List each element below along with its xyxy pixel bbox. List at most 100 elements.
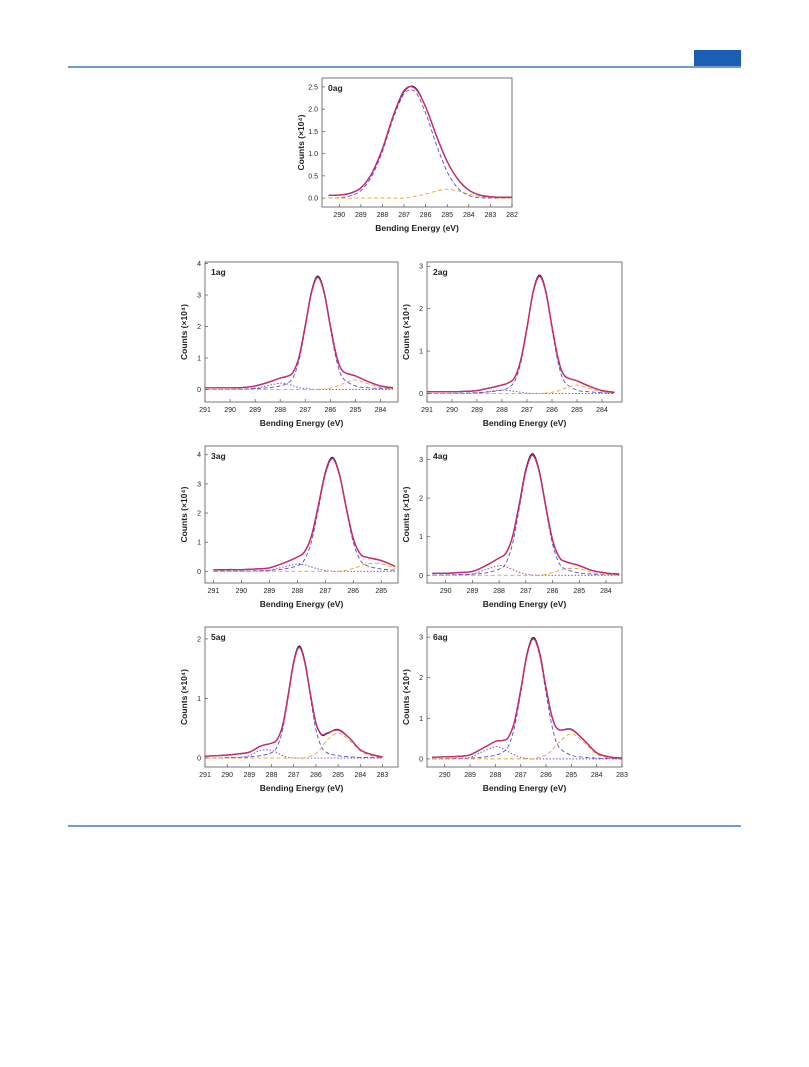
x-tick-label: 287 (288, 772, 300, 779)
series-line (432, 565, 620, 576)
x-tick-label: 291 (199, 407, 211, 414)
plot-frame (426, 445, 623, 584)
y-tick-label: 3 (419, 264, 423, 271)
x-tick-label: 286 (547, 588, 559, 595)
y-tick-label: 3 (197, 293, 201, 300)
x-tick-label: 285 (350, 407, 362, 414)
xps-chart: 2ag 291 290 289 288 287 286 285 284 0 1 2 3 Bending E… (401, 261, 623, 428)
y-tick-label: 1 (419, 349, 423, 356)
xps-chart: 4ag 290 289 288 287 286 285 284 0 1 2 3 Bending Ener… (401, 445, 623, 609)
series-line (432, 454, 620, 575)
y-tick-label: 0 (419, 391, 423, 398)
series-line (432, 567, 620, 576)
figure: 0ag 290 289 288 287 286 285 284 283 282 0.0 0.5 1.0 1… (179, 77, 628, 793)
y-axis-label: Counts (×10⁴) (401, 669, 411, 725)
x-tick-label: 286 (324, 407, 336, 414)
xps-chart: 5ag 291 290 289 288 287 286 285 284 283 0 1 2 Bending… (179, 626, 399, 793)
series-line (328, 85, 512, 198)
x-axis-label: Bending Energy (eV) (260, 418, 344, 428)
y-tick-label: 0.5 (308, 173, 318, 180)
x-tick-label: 285 (441, 212, 453, 219)
x-tick-label: 287 (299, 407, 311, 414)
plot-frame (204, 261, 399, 403)
series-line (205, 732, 383, 759)
x-tick-label: 290 (236, 588, 248, 595)
x-tick-label: 289 (464, 772, 476, 779)
plot-frame (204, 445, 399, 584)
x-tick-label: 288 (291, 588, 303, 595)
panel-label: 1ag (211, 267, 226, 277)
series-line (205, 646, 383, 758)
y-tick-label: 1 (197, 696, 201, 703)
x-tick-label: 288 (496, 407, 508, 414)
x-tick-label: 289 (244, 772, 256, 779)
plot-lines (432, 453, 620, 576)
panel-label: 4ag (433, 451, 448, 461)
y-tick-label: 0 (419, 756, 423, 763)
x-axis-label: Bending Energy (eV) (375, 223, 459, 233)
x-tick-label: 289 (263, 588, 275, 595)
x-tick-label: 285 (332, 772, 344, 779)
series-line (427, 384, 615, 394)
series-line (205, 379, 394, 390)
y-tick-label: 0 (197, 387, 201, 394)
x-tick-label: 284 (463, 212, 475, 219)
y-tick-label: 1.5 (308, 129, 318, 136)
y-tick-label: 2 (419, 675, 423, 682)
y-axis-label: Counts (×10⁴) (296, 114, 306, 170)
x-tick-label: 288 (266, 772, 278, 779)
x-tick-label: 289 (249, 407, 261, 414)
y-axis-label: Counts (×10⁴) (401, 486, 411, 542)
panel-label: 6ag (433, 632, 448, 642)
y-axis-label: Counts (×10⁴) (179, 486, 189, 542)
series-line (213, 563, 396, 572)
plot-lines (213, 456, 396, 572)
x-tick-label: 290 (439, 772, 451, 779)
x-tick-label: 285 (566, 772, 578, 779)
x-tick-label: 285 (571, 407, 583, 414)
x-tick-label: 286 (540, 772, 552, 779)
y-axis-label: Counts (×10⁴) (179, 669, 189, 725)
x-tick-label: 286 (546, 407, 558, 414)
x-tick-label: 290 (333, 212, 345, 219)
x-tick-label: 286 (310, 772, 322, 779)
series-line (328, 89, 512, 199)
x-tick-label: 283 (377, 772, 389, 779)
plot-lines (328, 85, 512, 199)
panel-label: 0ag (328, 83, 343, 93)
plot-lines (432, 636, 622, 760)
y-tick-label: 2 (197, 636, 201, 643)
panel-label: 2ag (433, 267, 448, 277)
y-axis-label: Counts (×10⁴) (179, 304, 189, 360)
x-tick-label: 287 (521, 407, 533, 414)
xps-chart: 6ag 290 289 288 287 286 285 284 283 0 1 2 3 Bending E… (401, 626, 628, 793)
series-line (328, 188, 512, 199)
x-tick-label: 289 (467, 588, 479, 595)
y-tick-label: 0.0 (308, 196, 318, 203)
y-tick-label: 2.0 (308, 107, 318, 114)
y-tick-label: 2.5 (308, 84, 318, 91)
x-axis-label: Bending Energy (eV) (260, 599, 344, 609)
y-tick-label: 3 (419, 457, 423, 464)
x-tick-label: 283 (485, 212, 497, 219)
x-axis-label: Bending Energy (eV) (260, 783, 344, 793)
y-tick-label: 1 (197, 355, 201, 362)
x-tick-label: 288 (377, 212, 389, 219)
x-tick-label: 289 (355, 212, 367, 219)
y-tick-label: 1.0 (308, 151, 318, 158)
x-tick-label: 287 (515, 772, 527, 779)
x-tick-label: 285 (375, 588, 387, 595)
x-tick-label: 290 (224, 407, 236, 414)
x-tick-label: 287 (319, 588, 331, 595)
y-tick-label: 2 (197, 511, 201, 518)
header-tab (694, 50, 741, 66)
x-tick-label: 285 (573, 588, 585, 595)
y-tick-label: 1 (419, 716, 423, 723)
x-tick-label: 290 (440, 588, 452, 595)
plot-frame (204, 626, 399, 768)
x-tick-label: 291 (208, 588, 220, 595)
series-line (213, 457, 396, 571)
y-axis-label: Counts (×10⁴) (401, 304, 411, 360)
x-axis-label: Bending Energy (eV) (483, 418, 567, 428)
